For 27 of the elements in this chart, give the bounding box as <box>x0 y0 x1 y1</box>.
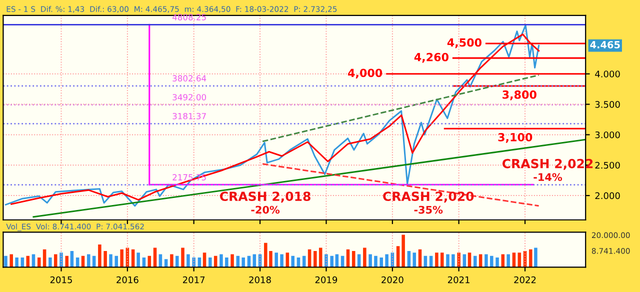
series-label: 3,100 <box>498 132 532 143</box>
annotation: CRASH 2,018 <box>220 192 310 203</box>
y-tick-label: 3.500 <box>595 101 620 108</box>
y-tick-label: 4.000 <box>595 70 620 78</box>
x-tick-label: 2017 <box>183 276 205 284</box>
series-label: 3,800 <box>502 90 536 100</box>
annotation: -35% <box>414 206 443 214</box>
x-tick-label: 2022 <box>514 276 536 284</box>
x-tick-label: 2020 <box>382 276 404 284</box>
x-tick-label: 2019 <box>315 276 338 284</box>
annotation: 4.465 <box>590 41 620 48</box>
annotation: -20% <box>251 206 280 214</box>
y-tick-label: 2.500 <box>595 162 620 169</box>
annotation: -14% <box>534 173 562 181</box>
x-tick-label: 2015 <box>50 276 72 284</box>
series-label: 4,260 <box>414 52 448 63</box>
x-tick-label: 2018 <box>249 276 271 284</box>
annotation: CRASH 2,020 <box>383 192 474 203</box>
ref-line-label: 3492.00 <box>172 94 206 100</box>
x-tick-label: 2016 <box>116 276 138 284</box>
series-label: 4,000 <box>348 68 382 79</box>
y-tick-label: 2.000 <box>595 192 620 200</box>
series-label: 4,500 <box>447 38 482 48</box>
ref-line-label: 3181.37 <box>172 112 206 120</box>
y-tick-label: 3.000 <box>595 131 620 138</box>
x-tick-label: 2021 <box>448 276 470 284</box>
ref-line-label: 3802.64 <box>172 75 206 82</box>
